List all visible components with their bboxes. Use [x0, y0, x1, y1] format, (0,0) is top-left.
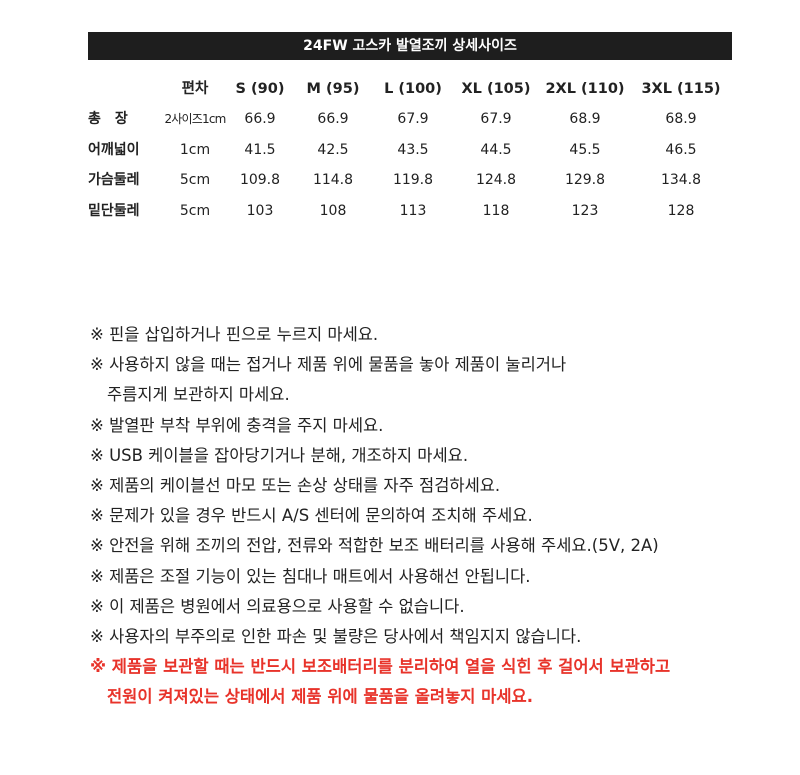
table-cell: 2사이즈1cm: [164, 112, 226, 126]
column-header: 편차: [181, 81, 209, 97]
column-header: XL (105): [461, 81, 531, 97]
note-item: ※ USB 케이블을 잡아당기거나 분해, 개조하지 마세요.: [90, 445, 469, 465]
table-cell: 119.8: [392, 172, 434, 188]
note-item: ※ 발열판 부착 부위에 충격을 주지 마세요.: [90, 415, 384, 435]
note-item: ※ 안전을 위해 조끼의 전압, 전류와 적합한 보조 배터리를 사용해 주세요…: [90, 536, 659, 556]
warning-note: ※ 제품을 보관할 때는 반드시 보조배터리를 분리하여 열을 식힌 후 걸어서…: [90, 657, 671, 677]
note-item: ※ 사용하지 않을 때는 접거나 제품 위에 물품을 놓아 제품이 눌리거나: [90, 355, 567, 375]
table-cell: 128: [667, 202, 695, 219]
table-cell: 67.9: [480, 111, 512, 127]
column-header: S (90): [235, 81, 285, 97]
table-row: 밑단둘레 5cm 103 108 113 118 123 128: [80, 196, 740, 226]
table-header-row: 편차 S (90) M (95) L (100) XL (105) 2XL (110) 3X…: [80, 74, 740, 104]
row-label: 총 장: [88, 111, 128, 127]
table-cell: 45.5: [569, 141, 601, 158]
table-cell: 66.9: [244, 111, 276, 127]
table-cell: 41.5: [244, 141, 276, 158]
note-item: 주름지게 보관하지 마세요.: [107, 385, 290, 405]
note-item: ※ 제품은 조절 기능이 있는 침대나 매트에서 사용해선 안됩니다.: [90, 566, 531, 586]
row-label: 가슴둘레: [88, 172, 140, 188]
table-row: 가슴둘레 5cm 109.8 114.8 119.8 124.8 129.8 134.8: [80, 165, 740, 195]
column-header: 2XL (110): [545, 81, 625, 97]
table-cell: 109.8: [239, 172, 281, 188]
column-header: 3XL (115): [641, 81, 721, 97]
table-cell: 103: [246, 202, 274, 219]
table-cell: 113: [399, 202, 427, 219]
table-cell: 114.8: [312, 172, 354, 188]
table-cell: 67.9: [397, 111, 429, 127]
table-cell: 129.8: [564, 172, 606, 188]
note-item: ※ 문제가 있을 경우 반드시 A/S 센터에 문의하여 조치해 주세요.: [90, 506, 533, 526]
table-cell: 68.9: [665, 111, 697, 127]
table-cell: 44.5: [480, 141, 512, 158]
table-cell: 66.9: [317, 111, 349, 127]
note-item: ※ 제품의 케이블선 마모 또는 손상 상태를 자주 점검하세요.: [90, 475, 501, 495]
table-cell: 42.5: [317, 141, 349, 158]
warning-note: 전원이 켜져있는 상태에서 제품 위에 물품을 올려놓지 마세요.: [107, 687, 533, 707]
table-cell: 134.8: [660, 172, 702, 188]
note-item: ※ 이 제품은 병원에서 의료용으로 사용할 수 없습니다.: [90, 596, 465, 616]
table-cell: 5cm: [179, 202, 211, 219]
column-header: L (100): [384, 81, 442, 97]
note-item: ※ 핀을 삽입하거나 핀으로 누르지 마세요.: [90, 325, 379, 344]
care-notes: ※ 핀을 삽입하거나 핀으로 누르지 마세요. ※ 사용하지 않을 때는 접거나 …: [90, 320, 670, 712]
table-row: 총 장 2사이즈1cm 66.9 66.9 67.9 67.9 68.9 68.9: [80, 104, 740, 134]
table-cell: 68.9: [569, 111, 601, 127]
row-label: 밑단둘레: [88, 202, 140, 219]
row-label: 어깨넓이: [88, 141, 140, 158]
table-cell: 1cm: [179, 141, 211, 158]
size-chart-title: 24FW 고스카 발열조끼 상세사이즈: [88, 32, 732, 60]
table-cell: 108: [319, 202, 347, 219]
table-cell: 124.8: [475, 172, 517, 188]
table-cell: 43.5: [397, 141, 429, 158]
table-cell: 123: [571, 202, 599, 219]
table-cell: 118: [482, 202, 510, 219]
note-item: ※ 사용자의 부주의로 인한 파손 및 불량은 당사에서 책임지지 않습니다.: [90, 626, 582, 646]
table-cell: 5cm: [179, 172, 211, 188]
column-header: M (95): [306, 81, 360, 97]
table-cell: 46.5: [665, 141, 697, 158]
table-row: 어깨넓이 1cm 41.5 42.5 43.5 44.5 45.5 46.5: [80, 135, 740, 165]
